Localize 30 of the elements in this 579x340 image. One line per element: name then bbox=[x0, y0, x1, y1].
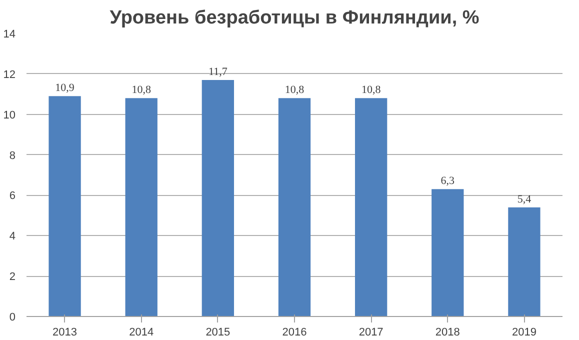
y-tick-label: 0 bbox=[9, 312, 16, 324]
y-tick-label: 12 bbox=[3, 68, 16, 81]
y-tick-label: 4 bbox=[9, 230, 16, 243]
bar bbox=[354, 98, 388, 316]
x-tick-label: 2017 bbox=[358, 326, 384, 338]
data-label: 10,8 bbox=[284, 84, 305, 96]
y-tick-label: 14 bbox=[3, 28, 16, 40]
bar bbox=[278, 98, 311, 316]
data-label: 6,3 bbox=[440, 175, 456, 188]
y-tick-label: 10 bbox=[3, 109, 16, 122]
x-tick-label: 2014 bbox=[129, 326, 154, 338]
x-tick-label: 2018 bbox=[435, 326, 460, 338]
data-label: 10,8 bbox=[361, 84, 382, 96]
data-label: 10,9 bbox=[55, 82, 75, 94]
x-tick-label: 2015 bbox=[206, 326, 230, 338]
bar bbox=[202, 80, 234, 316]
x-tick-label: 2013 bbox=[52, 326, 78, 338]
bar bbox=[125, 98, 158, 316]
data-label: 10,8 bbox=[132, 84, 152, 96]
bar bbox=[432, 189, 464, 316]
bar bbox=[508, 207, 540, 316]
bar bbox=[48, 96, 81, 316]
data-label: 5,4 bbox=[517, 193, 532, 206]
data-label: 11,7 bbox=[208, 66, 228, 78]
y-tick-label: 8 bbox=[9, 150, 16, 162]
chart-title: Уровень безработицы в Финляндии, % bbox=[110, 8, 480, 28]
y-tick-label: 6 bbox=[9, 190, 16, 202]
y-tick-label: 2 bbox=[9, 271, 16, 284]
x-tick-label: 2019 bbox=[512, 326, 536, 338]
x-tick-label: 2016 bbox=[282, 326, 307, 338]
